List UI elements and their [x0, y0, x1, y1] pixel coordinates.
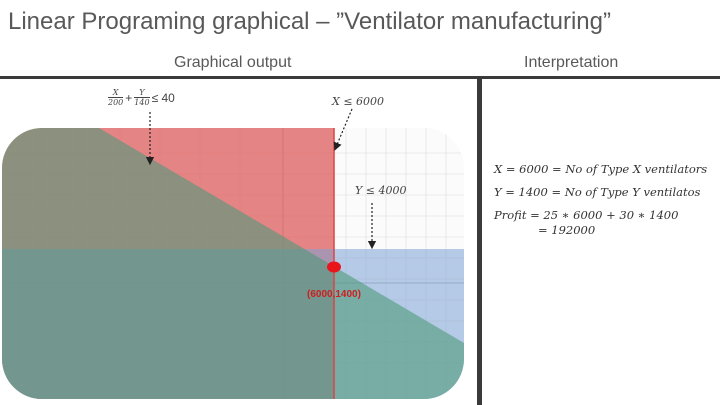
graphical-output-header: Graphical output: [174, 54, 292, 71]
interp-x-line: X = 6000 = No of Type X ventilators: [494, 162, 708, 176]
constraint-1-label: X 200 + Y 140 ≤ 40: [108, 88, 177, 114]
constraint-3-label: Y ≤ 4000: [355, 184, 407, 197]
interp-profit-value: = 192000: [538, 223, 596, 237]
c2-arrow: [333, 108, 353, 151]
slide-title: Linear Programing graphical – ”Ventilato…: [8, 8, 611, 35]
header-rule: [0, 76, 720, 79]
optimum-point: [327, 261, 341, 273]
y-numerator: Y: [134, 88, 150, 98]
x-fraction: X 200: [108, 88, 124, 107]
lp-graph: [0, 79, 477, 405]
plus-sign: +: [125, 90, 133, 105]
interpretation-header: Interpretation: [524, 54, 619, 71]
interpretation-panel: X = 6000 = No of Type X ventilators Y = …: [494, 162, 718, 246]
interp-profit-line: Profit = 25 ∗ 6000 + 30 ∗ 1400: [494, 208, 679, 222]
optimum-point-label: (6000,1400): [307, 289, 361, 300]
x-denominator: 200: [108, 98, 124, 107]
y-fraction: Y 140: [134, 88, 150, 107]
constraint-combined-region: [2, 128, 464, 399]
constraint-1-rhs: ≤ 40: [151, 90, 175, 105]
interp-y-line: Y = 1400 = No of Type Y ventilatos: [494, 185, 701, 199]
x-numerator: X: [108, 88, 124, 98]
constraint-2-label: X ≤ 6000: [332, 95, 385, 108]
y-denominator: 140: [134, 98, 150, 107]
lp-graph-canvas: [2, 108, 464, 399]
column-divider: [477, 79, 482, 405]
